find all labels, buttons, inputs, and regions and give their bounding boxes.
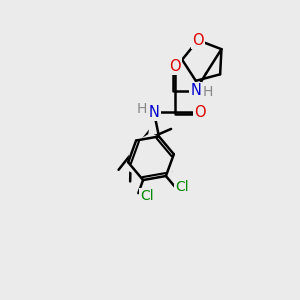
Text: H: H (203, 85, 213, 99)
Text: Cl: Cl (140, 189, 154, 203)
Text: O: O (194, 105, 206, 120)
Text: O: O (192, 33, 204, 48)
Polygon shape (131, 135, 171, 182)
Text: N: N (148, 105, 159, 120)
Text: N: N (190, 83, 201, 98)
Text: Cl: Cl (176, 180, 189, 194)
Text: H: H (136, 102, 147, 116)
Text: O: O (169, 58, 181, 74)
